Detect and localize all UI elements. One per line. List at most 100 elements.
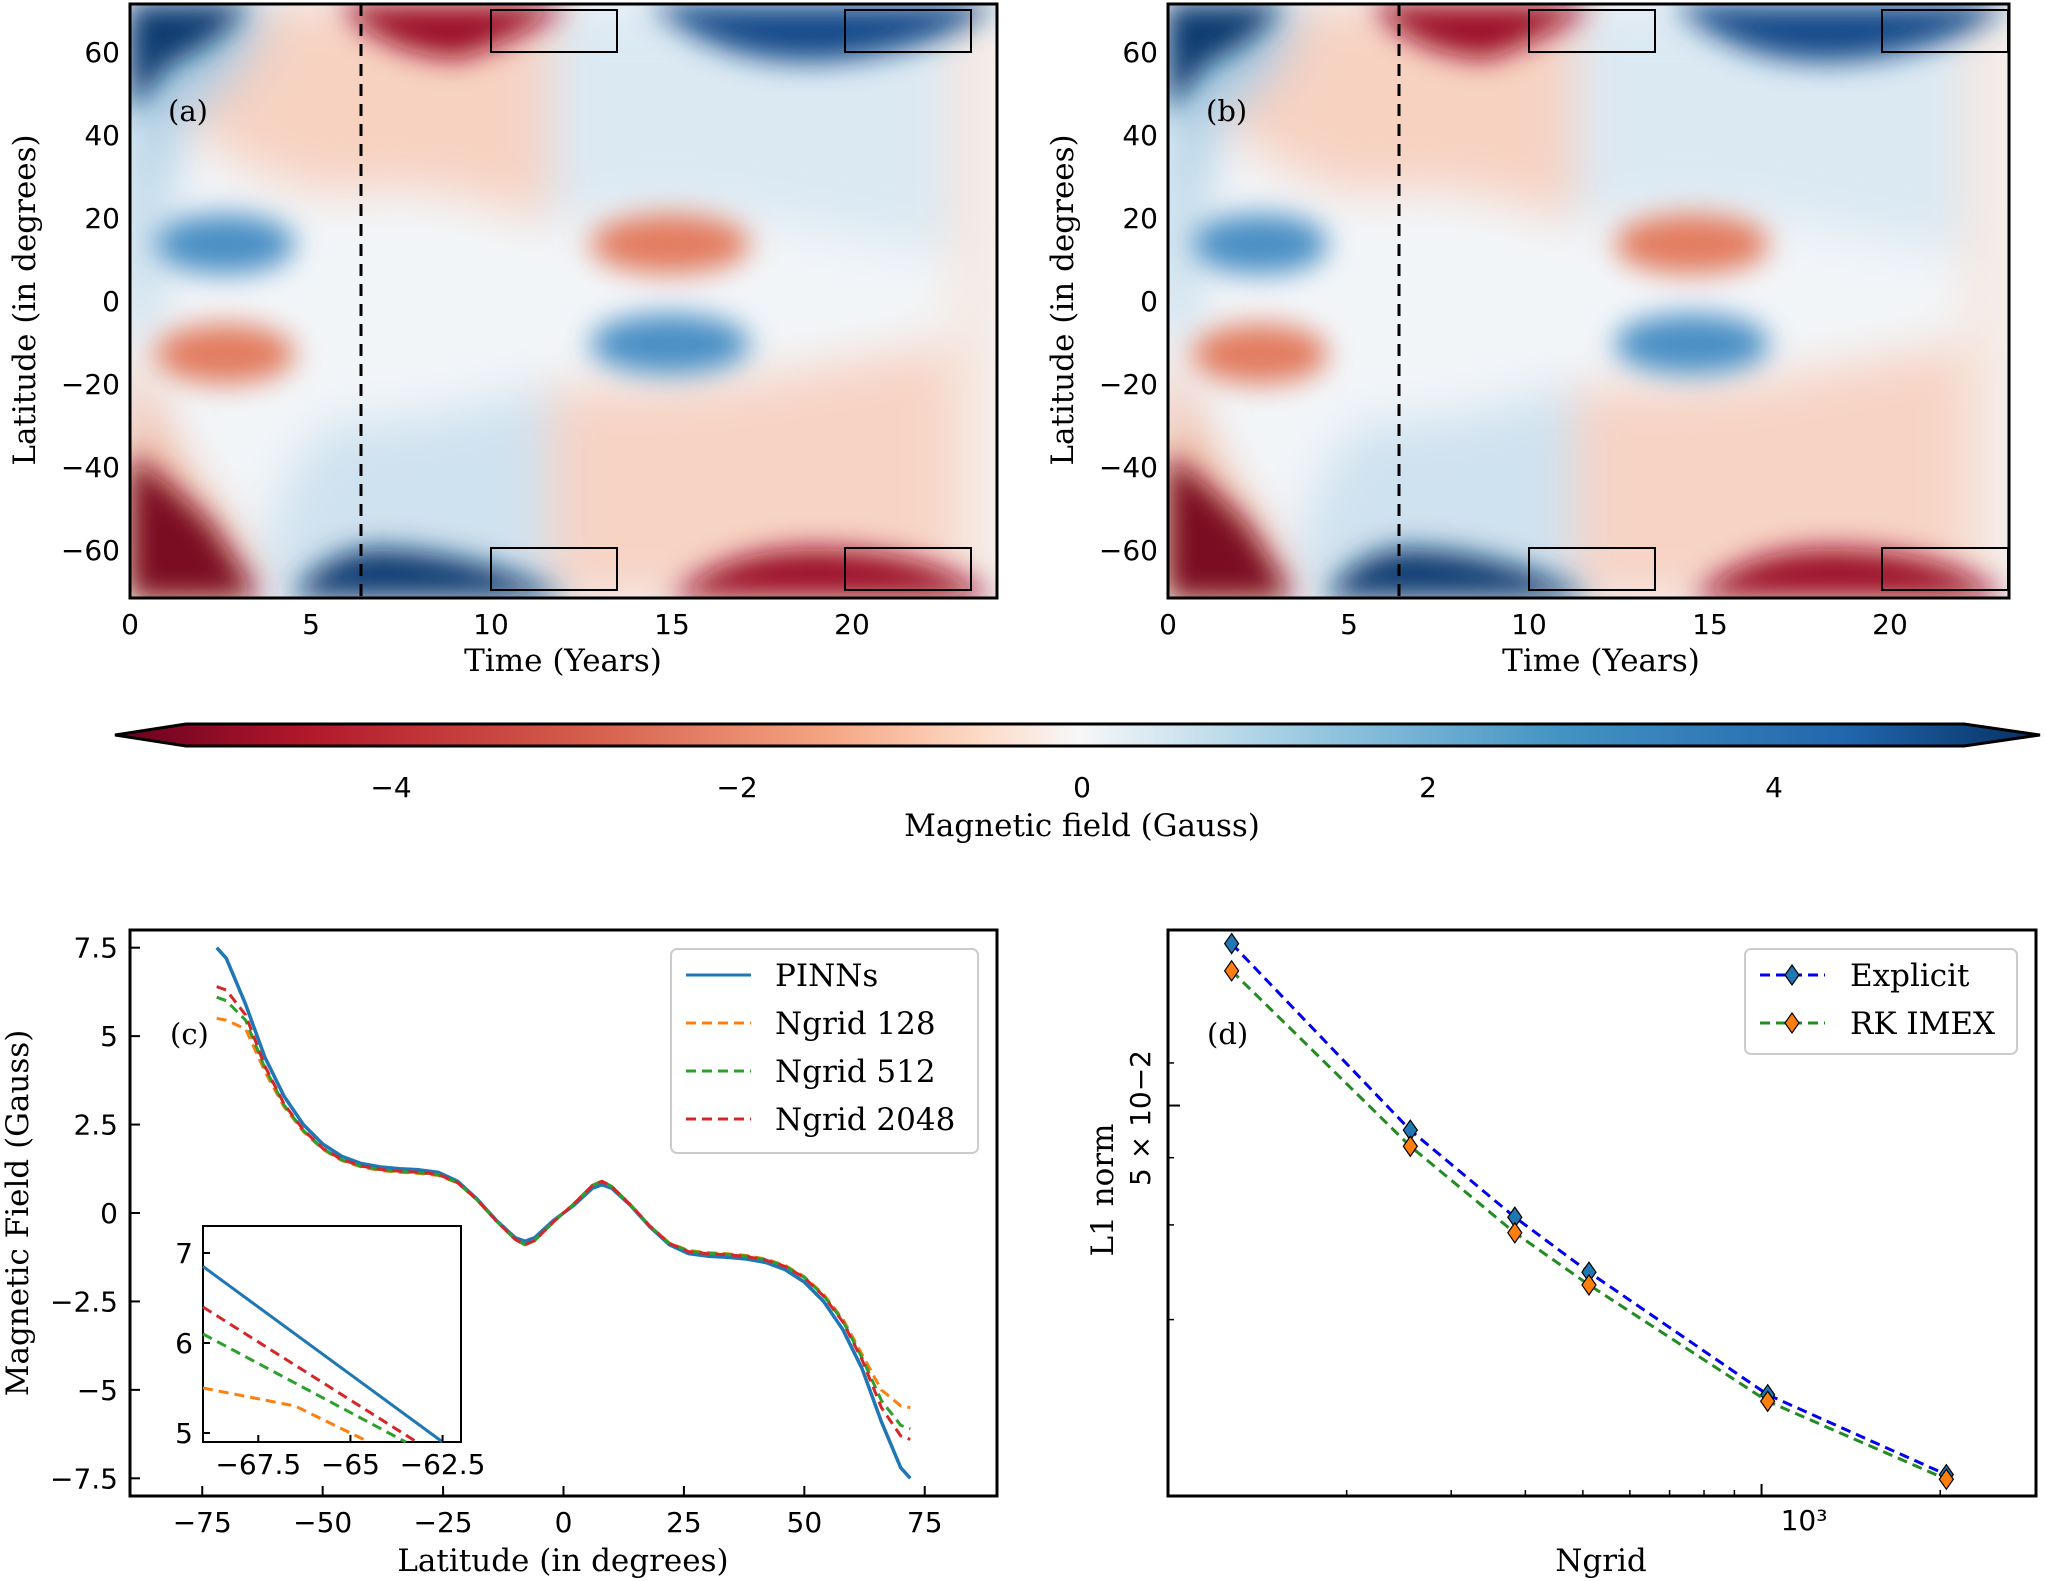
inset-ticks: −67.5 −65 −62.5 5 6 7 xyxy=(175,1237,485,1481)
ytick-b-60: 60 xyxy=(1122,36,1158,69)
legend-c-entries: PINNs Ngrid 128 Ngrid 512 Ngrid 2048 xyxy=(686,958,955,1138)
series-line-rk-imex xyxy=(1230,969,1947,1481)
inset-frame xyxy=(202,1225,462,1443)
butterfly-pattern xyxy=(1168,4,2009,598)
xtick-a-15: 15 xyxy=(654,608,690,641)
ylabel-c: Magnetic Field (Gauss) xyxy=(0,1030,36,1397)
xlabel-b: Time (Years) xyxy=(1502,643,1700,679)
ytick-a-0: 0 xyxy=(102,285,120,318)
inset-ytick-label: 6 xyxy=(175,1327,193,1360)
xlabel-c: Latitude (in degrees) xyxy=(397,1543,728,1579)
inset-lines xyxy=(202,1265,444,1444)
ytick-a-40: 40 xyxy=(84,119,120,152)
heatmap-b-field xyxy=(1168,4,2009,598)
box-b-3 xyxy=(1528,547,1656,591)
xlabel-a: Time (Years) xyxy=(464,643,662,679)
panel-b-heatmap: (b) 0 5 10 15 20 60 40 20 0 −20 −40 −60 … xyxy=(1045,2,2011,679)
ytick-a-60: 60 xyxy=(84,36,120,69)
marker-rk-imex xyxy=(1759,1390,1776,1413)
marker-rk-imex xyxy=(1402,1135,1419,1158)
ytick-c-label: 0 xyxy=(100,1197,118,1230)
legend-d-entries: Explicit RK IMEX xyxy=(1760,958,1995,1042)
colorbar-body xyxy=(114,722,2041,748)
legend-c-label: Ngrid 2048 xyxy=(775,1102,955,1138)
panel-label-b: (b) xyxy=(1206,94,1247,128)
box-a-3 xyxy=(490,547,618,591)
inset-ytick-label: 7 xyxy=(175,1237,193,1270)
ticks-b: 0 5 10 15 20 60 40 20 0 −20 −40 −60 xyxy=(1099,36,1908,641)
xtick-c-label: −75 xyxy=(173,1506,232,1539)
xtick-b-0: 0 xyxy=(1159,608,1177,641)
inset-line-ngrid-128 xyxy=(202,1386,370,1444)
xtick-c-label: −25 xyxy=(414,1506,473,1539)
marker-rk-imex xyxy=(1938,1468,1955,1491)
series-line-explicit xyxy=(1230,942,1947,1476)
xtick-c-label: 25 xyxy=(666,1506,702,1539)
marker-rk-imex xyxy=(1581,1273,1597,1296)
ytick-b-m60: −60 xyxy=(1099,534,1158,567)
ylabel-d: L1 norm xyxy=(1085,1123,1121,1256)
legend-c-frame xyxy=(670,948,979,1154)
xtick-a-5: 5 xyxy=(302,608,320,641)
marker-rk-imex xyxy=(1223,959,1240,982)
lines-d xyxy=(1223,932,1955,1491)
xtick-b-20: 20 xyxy=(1872,608,1908,641)
ytick-c-label: 7.5 xyxy=(73,932,118,965)
inset-xtick-label: −67.5 xyxy=(215,1448,301,1481)
xtick-b-15: 15 xyxy=(1692,608,1728,641)
ytick-b-m40: −40 xyxy=(1099,451,1158,484)
box-a-1 xyxy=(490,9,618,53)
ytick-c-label: −5 xyxy=(77,1374,118,1407)
box-a-4 xyxy=(844,547,972,591)
legend-d-marker xyxy=(1784,1011,1800,1035)
panel-label-a: (a) xyxy=(168,94,208,128)
ytick-b-40: 40 xyxy=(1122,119,1158,152)
inset-line-ngrid-2048 xyxy=(202,1305,418,1444)
legend-d: Explicit RK IMEX xyxy=(1744,948,2018,1055)
panel-a-heatmap: (a) 0 5 10 15 20 60 40 20 0 −20 −40 −60 … xyxy=(7,2,999,679)
ytick-c-label: −7.5 xyxy=(50,1462,118,1495)
axes-frame-a xyxy=(128,2,999,600)
butterfly-pattern xyxy=(130,4,997,598)
xtick-c-label: 75 xyxy=(907,1506,943,1539)
panel-label-d: (d) xyxy=(1207,1017,1248,1051)
ytick-b-m20: −20 xyxy=(1099,368,1158,401)
box-b-1 xyxy=(1528,9,1656,53)
xtick-c-label: 0 xyxy=(555,1506,573,1539)
inset-line-ngrid-512 xyxy=(202,1332,407,1444)
legend-d-label: Explicit xyxy=(1850,958,1970,994)
colorbar-tick-m2: −2 xyxy=(716,771,757,804)
lines-c xyxy=(215,946,912,1480)
xtick-c-label: −50 xyxy=(293,1506,352,1539)
xtick-a-0: 0 xyxy=(121,608,139,641)
xtick-b-5: 5 xyxy=(1340,608,1358,641)
panel-c-line-chart: −75 −50 −25 0 25 50 75−7.5−5−2.502.557.5 (c) P… xyxy=(0,928,999,1579)
colorbar-tick-4: 4 xyxy=(1765,771,1783,804)
inset-c: −67.5 −65 −62.5 5 6 7 xyxy=(175,1225,485,1481)
xtick-b-10: 10 xyxy=(1511,608,1547,641)
ytick-d-label: 5 × 10−2 xyxy=(1124,1050,1157,1186)
ytick-a-m40: −40 xyxy=(61,451,120,484)
svg-text:10: 10 xyxy=(473,608,509,641)
series-line-ngrid-2048 xyxy=(216,985,911,1441)
marker-rk-imex xyxy=(1507,1221,1523,1244)
xtick-c-label: 50 xyxy=(787,1506,823,1539)
inset-ytick-label: 5 xyxy=(175,1417,193,1450)
svg-text:20: 20 xyxy=(834,608,870,641)
marker-explicit xyxy=(1223,932,1240,955)
inset-line-pinns xyxy=(202,1265,444,1444)
ticks-c: −75 −50 −25 0 25 50 75−7.5−5−2.502.557.5 xyxy=(50,932,943,1539)
xtick-a-10: 10 xyxy=(473,608,509,641)
svg-text:0: 0 xyxy=(121,608,139,641)
ytick-b-20: 20 xyxy=(1122,202,1158,235)
ytick-b-0: 0 xyxy=(1140,285,1158,318)
ytick-a-20: 20 xyxy=(84,202,120,235)
colorbar-tick-2: 2 xyxy=(1419,771,1437,804)
svg-text:5: 5 xyxy=(302,608,320,641)
ticks-a: 0 5 10 15 20 60 40 20 0 −20 −40 −60 xyxy=(61,36,870,641)
colorbar-tick-0: 0 xyxy=(1073,771,1091,804)
ytick-c-label: −2.5 xyxy=(50,1285,118,1318)
legend-c: PINNs Ngrid 128 Ngrid 512 Ngrid 2048 xyxy=(670,948,979,1154)
xtick-a-20: 20 xyxy=(834,608,870,641)
